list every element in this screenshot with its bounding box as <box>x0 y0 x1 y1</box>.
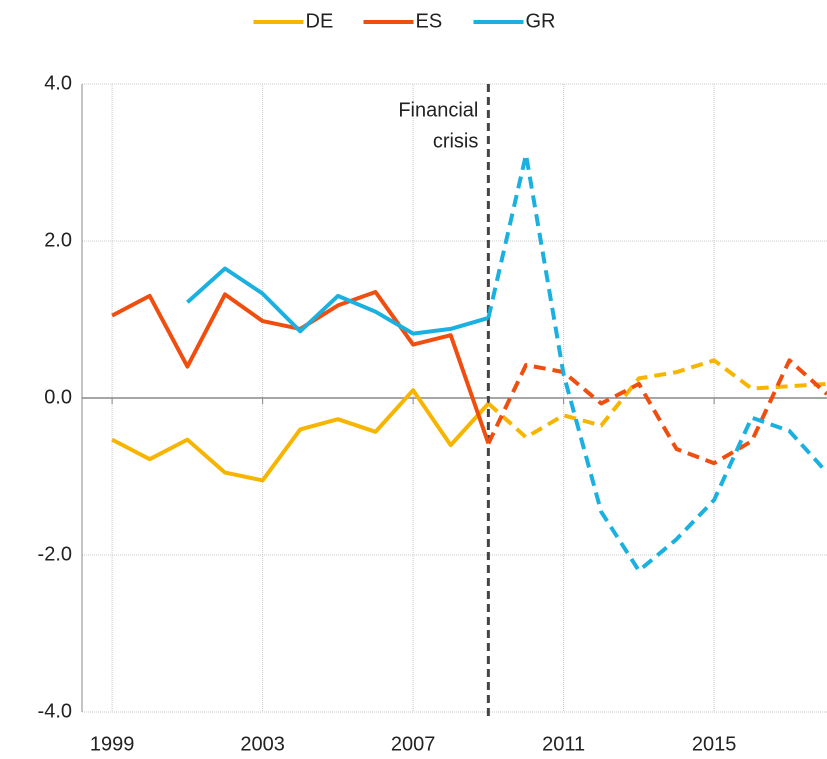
line-dashed <box>487 358 827 440</box>
line-solid <box>186 266 489 336</box>
legend-label: DE <box>306 10 334 32</box>
x-tick-label: 2011 <box>542 733 585 755</box>
legend-label: ES <box>416 10 443 32</box>
y-tick-label: 2.0 <box>44 229 72 251</box>
line-dashed <box>486 358 827 466</box>
legend: DE ES GR <box>253 10 556 32</box>
legend-label: GR <box>526 10 556 32</box>
x-tick-label: 2015 <box>692 733 737 755</box>
x-tick-label: 2007 <box>391 733 436 755</box>
annotation-text: crisis <box>433 130 479 152</box>
y-tick-label: 4.0 <box>44 72 72 94</box>
y-tick-label: -4.0 <box>38 700 72 722</box>
y-tick-label: 0.0 <box>44 386 72 408</box>
x-tick-label: 1999 <box>90 733 135 755</box>
line-dashed <box>486 152 827 573</box>
y-tick-label: -2.0 <box>38 543 72 565</box>
x-tick-label: 2003 <box>240 733 285 755</box>
annotation-text: Financial <box>398 99 478 121</box>
line-solid <box>111 388 490 483</box>
